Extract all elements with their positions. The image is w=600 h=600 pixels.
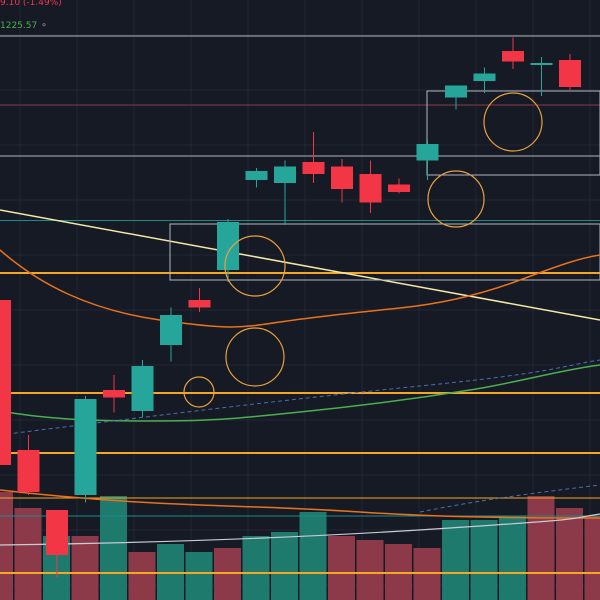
candle-body (302, 162, 325, 174)
white-volume-ma (0, 513, 600, 546)
trend-line (0, 209, 600, 321)
candle-body (502, 51, 524, 62)
candle-body (559, 60, 581, 87)
volume-bar (584, 516, 600, 600)
volume-bar (0, 492, 13, 600)
volume-bar (100, 496, 127, 600)
highlight-circle (224, 235, 286, 297)
orange-ma-line (0, 249, 600, 328)
blue-dashed-line (0, 359, 600, 436)
ma-value: 1225.57 (0, 21, 38, 31)
volume-bar (470, 520, 498, 600)
highlight-circle (427, 170, 485, 228)
volume-bar (14, 508, 42, 600)
highlight-circle (225, 327, 285, 387)
volume-bar (499, 516, 526, 600)
chart-overlays (0, 35, 600, 574)
candle-body (359, 174, 382, 203)
volume-bars (0, 492, 600, 600)
candle-body (188, 300, 211, 308)
highlight-circle (483, 92, 543, 152)
candle-body (530, 63, 553, 65)
candle-body (331, 166, 353, 189)
volume-bar (356, 540, 384, 600)
annotations (183, 92, 543, 408)
eye-icon[interactable]: ⚬ (40, 21, 48, 31)
candle-body (416, 144, 439, 161)
volume-bar (128, 552, 156, 600)
candle-body (473, 73, 496, 81)
candle-body (0, 300, 11, 465)
volume-bar (556, 508, 583, 600)
price-change-label: 9.10 (-1.49%) (0, 0, 62, 8)
volume-bar (271, 532, 298, 600)
highlight-circle (183, 376, 215, 408)
ma-legend: 1225.57 ⚬ (0, 21, 48, 31)
volume-bar (185, 552, 213, 600)
candle-body (103, 390, 125, 398)
volume-bar (328, 536, 355, 600)
volume-bar (442, 520, 469, 600)
candle-body (74, 399, 97, 495)
range-box (426, 90, 600, 176)
candles[interactable] (0, 37, 581, 578)
range-box (169, 223, 600, 281)
candle-body (245, 171, 268, 180)
volume-bar (299, 512, 327, 600)
candle-body (217, 222, 239, 270)
orange-volume-ma (0, 489, 600, 519)
candle-body (388, 184, 410, 192)
candle-body (131, 366, 154, 411)
candle-body (17, 450, 40, 492)
candle-body (160, 315, 182, 345)
volume-bar (527, 496, 555, 600)
candle-body (274, 166, 296, 183)
blue-volume-dashed (419, 484, 600, 513)
candle-body (46, 510, 68, 555)
volume-bar (71, 536, 99, 600)
volume-bar (242, 536, 270, 600)
candle-body (445, 85, 467, 98)
